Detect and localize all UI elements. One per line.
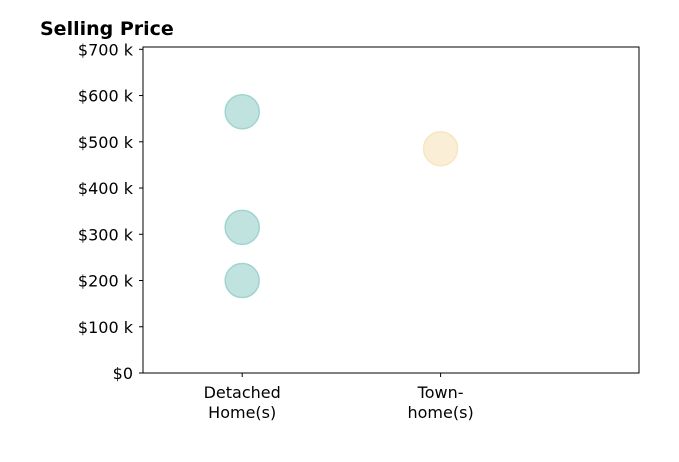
x-tick-label: Detached <box>204 383 281 402</box>
data-points <box>224 93 459 299</box>
y-tick-label: $700 k <box>78 40 134 59</box>
y-tick-label: $100 k <box>78 318 134 337</box>
y-tick-label: $0 <box>113 364 133 383</box>
y-tick-label: $300 k <box>78 225 134 244</box>
y-tick-label: $400 k <box>78 179 134 198</box>
plot-area-frame <box>142 46 640 374</box>
x-tick-label: Home(s) <box>208 403 276 422</box>
y-tick-label: $500 k <box>78 133 134 152</box>
data-point <box>422 130 459 167</box>
data-point <box>224 262 260 299</box>
x-tick-label: Town- <box>417 383 464 402</box>
x-tick-label: home(s) <box>408 403 474 422</box>
y-tick-label: $600 k <box>78 87 134 106</box>
chart-title: Selling Price <box>40 18 174 40</box>
y-tick-label: $200 k <box>78 272 134 291</box>
data-point <box>224 93 260 130</box>
data-point <box>224 209 260 246</box>
y-axis: $0 $100 k $200 k $300 k $400 k $500 k $600 k $7… <box>78 40 143 383</box>
